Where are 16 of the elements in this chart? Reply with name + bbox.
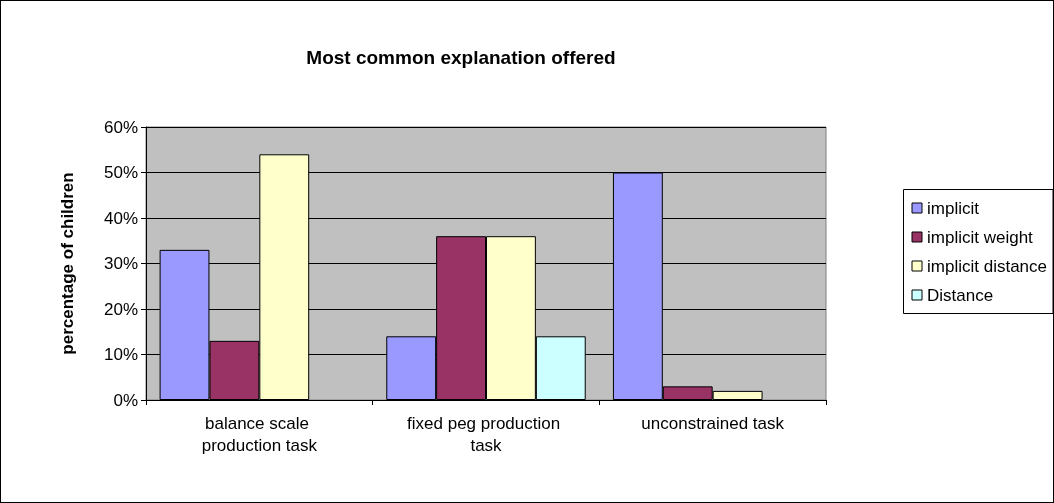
- chart-title: Most common explanation offered: [306, 47, 616, 68]
- y-tick-label: 40%: [103, 208, 138, 228]
- legend-label: implicit distance: [927, 256, 1048, 276]
- x-tick-label: fixed peg production task: [407, 413, 565, 455]
- x-tick-label: unconstrained task: [641, 413, 785, 433]
- legend-label: implicit weight: [927, 227, 1034, 247]
- x-tick-label: balance scale production task: [201, 413, 318, 455]
- legend-label: Distance: [927, 285, 994, 305]
- y-tick-label: 0%: [113, 390, 138, 410]
- y-tick-label: 20%: [103, 299, 138, 319]
- y-axis-title: percentage of children: [58, 172, 77, 355]
- y-tick-label: 10%: [103, 345, 138, 364]
- y-tick-label: 30%: [103, 254, 138, 273]
- y-tick-label: 60%: [103, 117, 138, 137]
- legend-label: implicit: [927, 198, 980, 218]
- y-tick-label: 50%: [103, 163, 138, 182]
